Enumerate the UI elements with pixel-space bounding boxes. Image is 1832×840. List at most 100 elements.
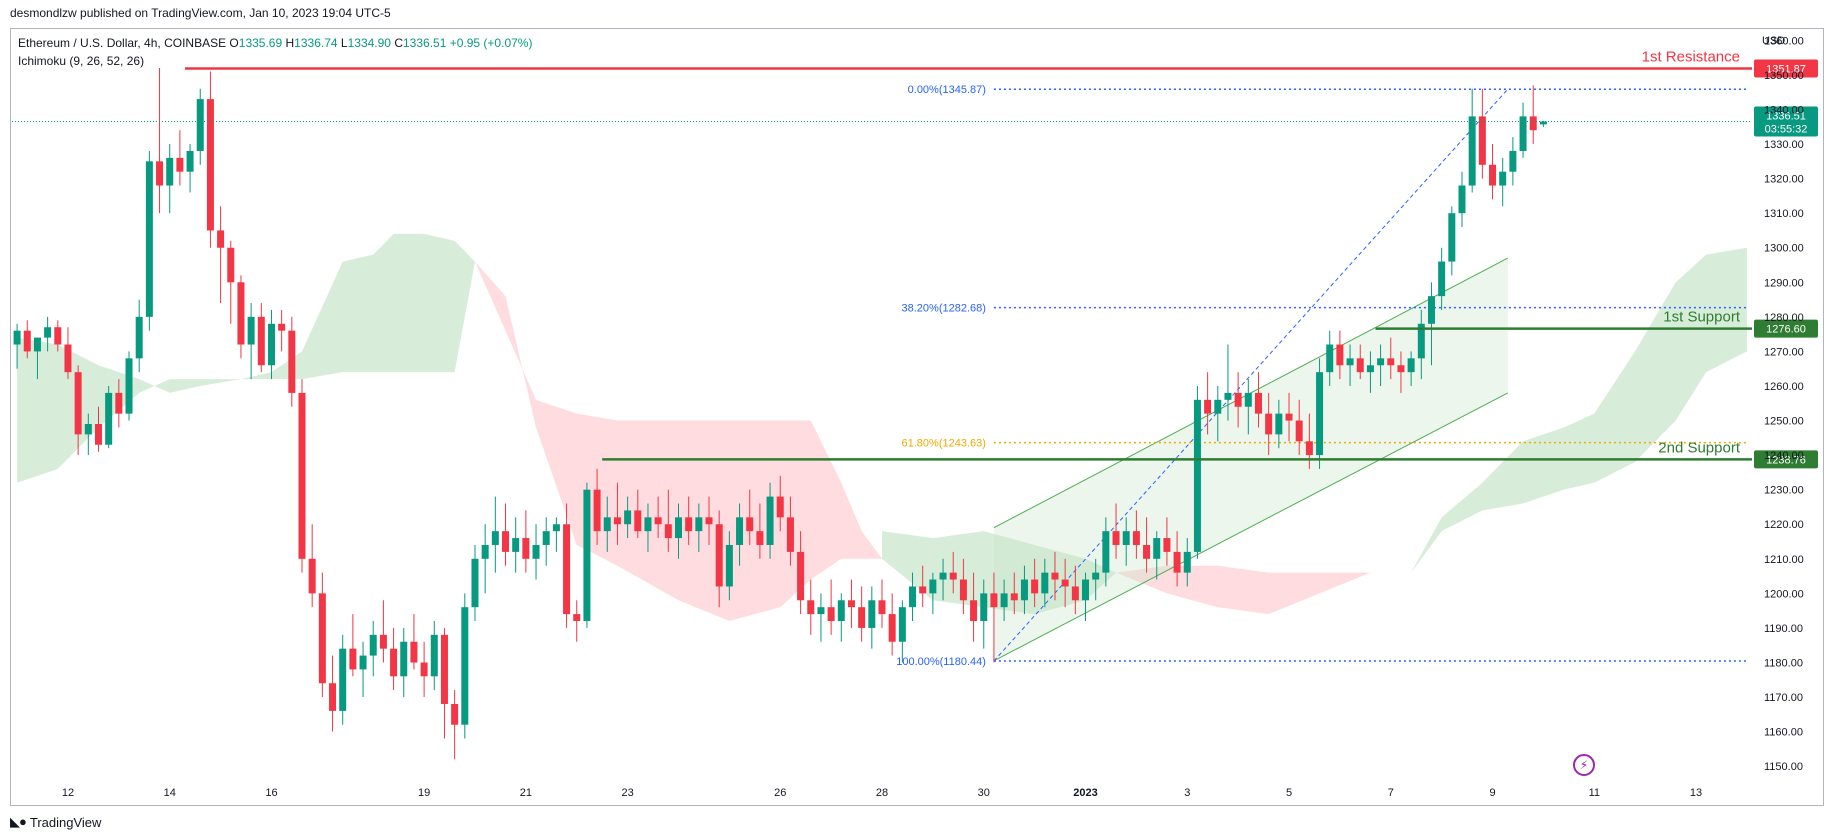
candle-body-86 bbox=[888, 614, 896, 642]
candle-body-40 bbox=[420, 662, 428, 677]
candle-body-146 bbox=[1499, 171, 1507, 186]
legend-high: 1336.74 bbox=[294, 36, 338, 50]
candle-body-89 bbox=[919, 586, 927, 594]
x-tick-3: 19 bbox=[418, 787, 430, 799]
candle-body-52 bbox=[542, 531, 550, 545]
level-badge-1 bbox=[1754, 319, 1818, 338]
candle-body-94 bbox=[970, 600, 978, 622]
y-tick-1: 1160.00 bbox=[1764, 727, 1803, 739]
candle-body-70 bbox=[725, 544, 733, 587]
candles bbox=[13, 68, 1547, 760]
y-tick-15: 1300.00 bbox=[1764, 243, 1804, 255]
legend-indicator[interactable]: Ichimoku (9, 26, 52, 26) bbox=[18, 54, 145, 68]
candle-body-29 bbox=[308, 558, 316, 594]
candle-body-24 bbox=[257, 316, 265, 366]
candle-body-114 bbox=[1173, 551, 1181, 573]
candle-body-30 bbox=[318, 593, 326, 684]
candle-body-93 bbox=[959, 579, 967, 601]
candle-body-122 bbox=[1254, 392, 1262, 414]
level-badge-text-0: 1351.87 bbox=[1766, 63, 1806, 75]
level-badge-0 bbox=[1754, 59, 1818, 78]
x-tick-13: 9 bbox=[1489, 787, 1495, 799]
candle-body-120 bbox=[1234, 392, 1242, 407]
x-tick-5: 23 bbox=[621, 787, 633, 799]
candle-body-132 bbox=[1356, 358, 1364, 373]
candle-body-6 bbox=[74, 372, 82, 435]
candle-body-140 bbox=[1438, 261, 1446, 297]
candle-body-71 bbox=[736, 517, 744, 545]
candle-body-134 bbox=[1377, 358, 1385, 366]
candle-body-0 bbox=[13, 330, 21, 345]
candle-body-7 bbox=[84, 424, 92, 435]
footer-brand-label: TradingView bbox=[29, 814, 102, 830]
axes: USD 1150.00 1160.00 1170.00 1180.00 1190.00 12… bbox=[62, 35, 1804, 799]
candle-body-100 bbox=[1031, 579, 1039, 594]
candle-body-112 bbox=[1153, 538, 1161, 559]
candle-body-10 bbox=[115, 392, 123, 414]
candle-body-105 bbox=[1082, 579, 1090, 601]
y-tick-18: 1330.00 bbox=[1764, 139, 1804, 151]
candle-body-121 bbox=[1244, 392, 1252, 407]
candle-body-73 bbox=[756, 531, 764, 545]
candle-body-42 bbox=[440, 634, 448, 704]
level-badge-text-1: 1276.60 bbox=[1766, 324, 1806, 336]
legend-change: +0.95 (+0.07%) bbox=[449, 36, 533, 50]
cloud-segment-3 bbox=[1116, 565, 1412, 615]
candle-body-19 bbox=[206, 99, 214, 231]
y-tick-8: 1230.00 bbox=[1764, 485, 1804, 497]
candle-body-136 bbox=[1397, 365, 1405, 373]
y-tick-4: 1190.00 bbox=[1764, 623, 1803, 635]
candle-body-32 bbox=[339, 648, 347, 711]
legend-open: 1335.69 bbox=[238, 36, 283, 50]
candle-body-77 bbox=[797, 551, 805, 601]
flash-icon[interactable]: ⚡ bbox=[1573, 754, 1595, 776]
candle-body-47 bbox=[491, 531, 499, 545]
candle-body-111 bbox=[1143, 544, 1151, 559]
candle-body-4 bbox=[54, 327, 62, 345]
candle-body-25 bbox=[267, 323, 275, 366]
candle-body-150 bbox=[1539, 121, 1547, 125]
candle-body-131 bbox=[1346, 358, 1354, 366]
x-tick-6: 26 bbox=[774, 787, 786, 799]
candle-body-20 bbox=[217, 230, 225, 248]
candle-body-148 bbox=[1519, 116, 1527, 151]
candle-body-98 bbox=[1010, 593, 1018, 601]
y-tick-6: 1210.00 bbox=[1764, 554, 1804, 566]
candle-body-57 bbox=[593, 489, 601, 532]
candle-body-139 bbox=[1427, 296, 1435, 324]
candle-body-87 bbox=[898, 607, 906, 642]
candle-body-147 bbox=[1509, 150, 1517, 172]
candle-body-58 bbox=[603, 517, 611, 532]
candle-body-68 bbox=[705, 517, 713, 525]
y-tick-19: 1340.00 bbox=[1764, 104, 1804, 116]
channel-lower bbox=[993, 392, 1509, 662]
candle-body-115 bbox=[1183, 551, 1191, 573]
candle-body-117 bbox=[1204, 399, 1212, 414]
publisher-credit: desmondlzw published on TradingView.com,… bbox=[10, 6, 391, 20]
legend-symbol[interactable]: Ethereum / U.S. Dollar, 4h, COINBASE bbox=[18, 36, 227, 50]
level-badge-2 bbox=[1754, 450, 1818, 469]
candle-body-48 bbox=[502, 531, 510, 552]
y-tick-11: 1260.00 bbox=[1764, 381, 1804, 393]
level-label-0: 1st Resistance bbox=[1642, 48, 1740, 65]
fib-level-label-1: 38.20%(1282.68) bbox=[902, 303, 986, 315]
candle-body-138 bbox=[1417, 323, 1425, 359]
candle-body-50 bbox=[522, 538, 530, 559]
candle-body-95 bbox=[980, 593, 988, 622]
candle-body-88 bbox=[909, 586, 917, 608]
candle-body-96 bbox=[990, 593, 998, 608]
candle-body-78 bbox=[807, 600, 815, 615]
candle-body-28 bbox=[298, 392, 306, 559]
candle-body-64 bbox=[664, 524, 672, 539]
candle-body-109 bbox=[1122, 531, 1130, 545]
candle-body-137 bbox=[1407, 358, 1415, 373]
candle-body-130 bbox=[1336, 344, 1344, 366]
candle-body-67 bbox=[695, 517, 703, 532]
y-tick-13: 1280.00 bbox=[1764, 312, 1804, 324]
candle-body-3 bbox=[44, 327, 52, 338]
cloud-segment-2 bbox=[882, 531, 1117, 615]
chart-frame[interactable] bbox=[10, 28, 1824, 806]
footer-brand[interactable]: ◣● TradingView bbox=[10, 814, 101, 830]
candle-body-127 bbox=[1305, 441, 1313, 456]
